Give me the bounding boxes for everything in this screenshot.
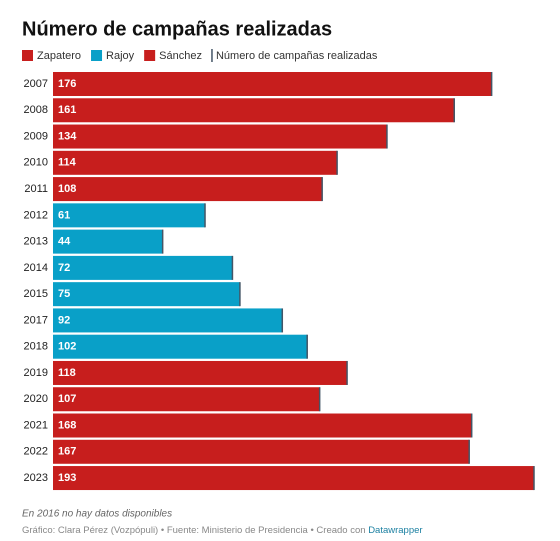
- legend-label: Número de campañas realizadas: [216, 50, 378, 62]
- y-tick-label: 2012: [24, 209, 48, 221]
- bar: [53, 466, 534, 491]
- legend-swatch: [22, 50, 33, 61]
- bar: [53, 413, 472, 438]
- legend-label: Rajoy: [106, 50, 135, 62]
- bar: [53, 308, 283, 333]
- chart-title: Número de campañas realizadas: [22, 18, 332, 40]
- bar: [53, 72, 492, 96]
- y-tick-label: 2022: [24, 446, 48, 458]
- y-tick-label: 2023: [24, 472, 48, 484]
- y-tick-label: 2010: [24, 157, 48, 169]
- y-tick-label: 2020: [24, 393, 48, 405]
- bar: [53, 282, 240, 307]
- value-label: 161: [58, 104, 76, 116]
- legend-label: Zapatero: [37, 50, 81, 62]
- value-label: 193: [58, 472, 76, 484]
- bar: [53, 150, 338, 175]
- value-label: 134: [58, 130, 77, 142]
- y-tick-label: 2007: [24, 78, 48, 90]
- y-tick-label: 2015: [24, 288, 48, 300]
- bar: [53, 439, 470, 464]
- bar: [53, 98, 455, 123]
- value-label: 108: [58, 183, 76, 195]
- y-tick-label: 2019: [24, 367, 48, 379]
- y-tick-label: 2017: [24, 314, 48, 326]
- value-label: 168: [58, 419, 76, 431]
- bar: [53, 229, 163, 254]
- y-tick-label: 2008: [24, 104, 48, 116]
- bar: [53, 334, 308, 359]
- note: En 2016 no hay datos disponibles: [22, 509, 172, 520]
- bar: [53, 387, 320, 412]
- credit: Gráfico: Clara Pérez (Vozpópuli) • Fuent…: [22, 525, 423, 536]
- legend-label: Sánchez: [159, 50, 202, 62]
- credit-link[interactable]: Datawrapper: [368, 525, 422, 536]
- y-tick-label: 2014: [24, 262, 48, 274]
- bar: [53, 203, 206, 228]
- value-label: 118: [58, 367, 76, 379]
- legend-swatch: [91, 50, 103, 61]
- value-label: 102: [58, 341, 76, 353]
- y-tick-label: 2009: [24, 130, 48, 142]
- value-label: 107: [58, 393, 76, 405]
- credit-text: Gráfico: Clara Pérez (Vozpópuli) • Fuent…: [22, 525, 366, 536]
- value-label: 72: [58, 262, 70, 274]
- y-tick-label: 2013: [24, 236, 48, 248]
- value-label: 92: [58, 314, 70, 326]
- legend-swatch: [144, 50, 156, 61]
- bar: [53, 360, 348, 385]
- value-label: 75: [58, 288, 70, 300]
- bar: [53, 177, 323, 202]
- value-label: 176: [58, 78, 76, 90]
- value-label: 167: [58, 446, 76, 458]
- bar: [53, 255, 233, 280]
- value-label: 114: [58, 157, 77, 169]
- value-label: 61: [58, 209, 70, 221]
- y-tick-label: 2018: [24, 341, 48, 353]
- y-tick-label: 2021: [24, 419, 48, 431]
- value-label: 44: [58, 236, 71, 248]
- y-tick-label: 2011: [24, 183, 48, 195]
- bar: [53, 124, 387, 149]
